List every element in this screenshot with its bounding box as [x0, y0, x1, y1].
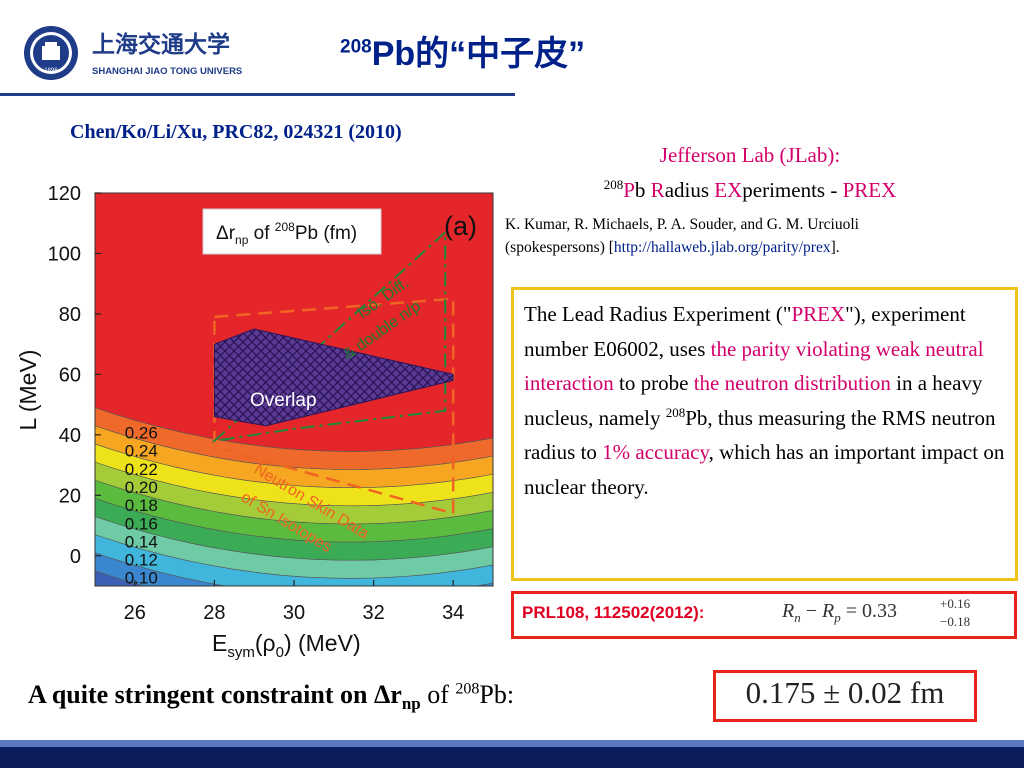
panel-label: (a) [444, 211, 477, 241]
contour-chart: 0.100.120.140.160.180.200.220.240.26 0 20… [15, 183, 494, 661]
y-tick-label: 120 [48, 183, 81, 205]
jlab-heading: Jefferson Lab (JLab): 208Pb Radius EXper… [520, 140, 980, 205]
citation: Chen/Ko/Li/Xu, PRC82, 024321 (2010) [70, 121, 402, 143]
y-tick-label: 80 [59, 304, 81, 326]
y-tick-label: 20 [59, 485, 81, 507]
contour-label: 0.20 [125, 478, 158, 497]
prl-formula: Rn − Rp = 0.33 +0.16 −0.18 [782, 596, 971, 629]
contour-label: 0.10 [125, 569, 158, 588]
contour-label: 0.16 [125, 514, 158, 533]
conclusion-text: A quite stringent constraint on Δrnp of … [28, 680, 515, 714]
iso-diff-region [211, 230, 447, 443]
university-name-en: SHANGHAI JIAO TONG UNIVERSITY [92, 66, 242, 77]
contour-label: 0.12 [125, 551, 158, 570]
prex-url-link[interactable]: http://hallaweb.jlab.org/parity/prex [613, 239, 831, 256]
sn-skin-region [213, 297, 455, 516]
overlap-region [213, 328, 454, 427]
x-tick-label: 30 [283, 602, 305, 624]
footer-bar [0, 747, 1024, 768]
y-tick-label: 40 [59, 425, 81, 447]
logo-year: 1896 [44, 68, 58, 74]
prl-label: PRL108, 112502(2012): [522, 603, 705, 622]
jlab-line1: Jefferson Lab (JLab): [659, 143, 841, 167]
contour-label: 0.24 [125, 442, 158, 461]
footer-bar-light [0, 740, 1024, 747]
contour-labels: 0.100.120.140.160.180.200.220.240.26 [125, 424, 158, 588]
title-rule [0, 93, 515, 96]
y-tick-label: 0 [70, 546, 81, 568]
y-axis-label: L (MeV) [15, 350, 41, 431]
overlap-label: Overlap [250, 390, 317, 411]
contour-label: 0.18 [125, 496, 158, 515]
slide-title: 208Pb的“中子皮” [340, 26, 585, 75]
constraint-regions [211, 230, 455, 516]
contour-label: 0.26 [125, 424, 158, 443]
final-result-box: 0.175 ± 0.02 fm [713, 670, 977, 722]
chart-title-box [202, 208, 382, 255]
x-tick-label: 28 [203, 602, 225, 624]
title-main: Pb的“中子皮” [371, 35, 586, 73]
prl-result-box: PRL108, 112502(2012): Rn − Rp = 0.33 +0.1… [511, 591, 1017, 639]
jlab-line2: 208Pb Radius EXperiments - PREX [603, 177, 897, 202]
x-tick-label: 26 [124, 602, 146, 624]
x-tick-label: 34 [442, 602, 464, 624]
contour-label: 0.22 [125, 460, 158, 479]
title-sup: 208 [340, 36, 372, 58]
x-tick-label: 32 [362, 602, 384, 624]
contour-label: 0.14 [125, 532, 158, 551]
contour-band [95, 570, 146, 586]
y-tick-label: 100 [48, 243, 81, 265]
university-logo: 1896 上海交通大学 SHANGHAI JIAO TONG UNIVERSIT… [22, 22, 258, 84]
prex-description-box: The Lead Radius Experiment ("PREX"), exp… [511, 287, 1018, 581]
y-tick-label: 60 [59, 364, 81, 386]
university-name-cn: 上海交通大学 [92, 31, 230, 57]
chart-title: Δrnp of 208Pb (fm) [216, 220, 357, 247]
axes: 0 20 40 60 80 100 120 26 28 30 32 34 [48, 183, 494, 624]
x-axis-label: Esym(ρ0) (MeV) [212, 630, 361, 661]
final-result: 0.175 ± 0.02 fm [745, 675, 945, 710]
spokespersons: K. Kumar, R. Michaels, P. A. Souder, and… [505, 216, 859, 256]
